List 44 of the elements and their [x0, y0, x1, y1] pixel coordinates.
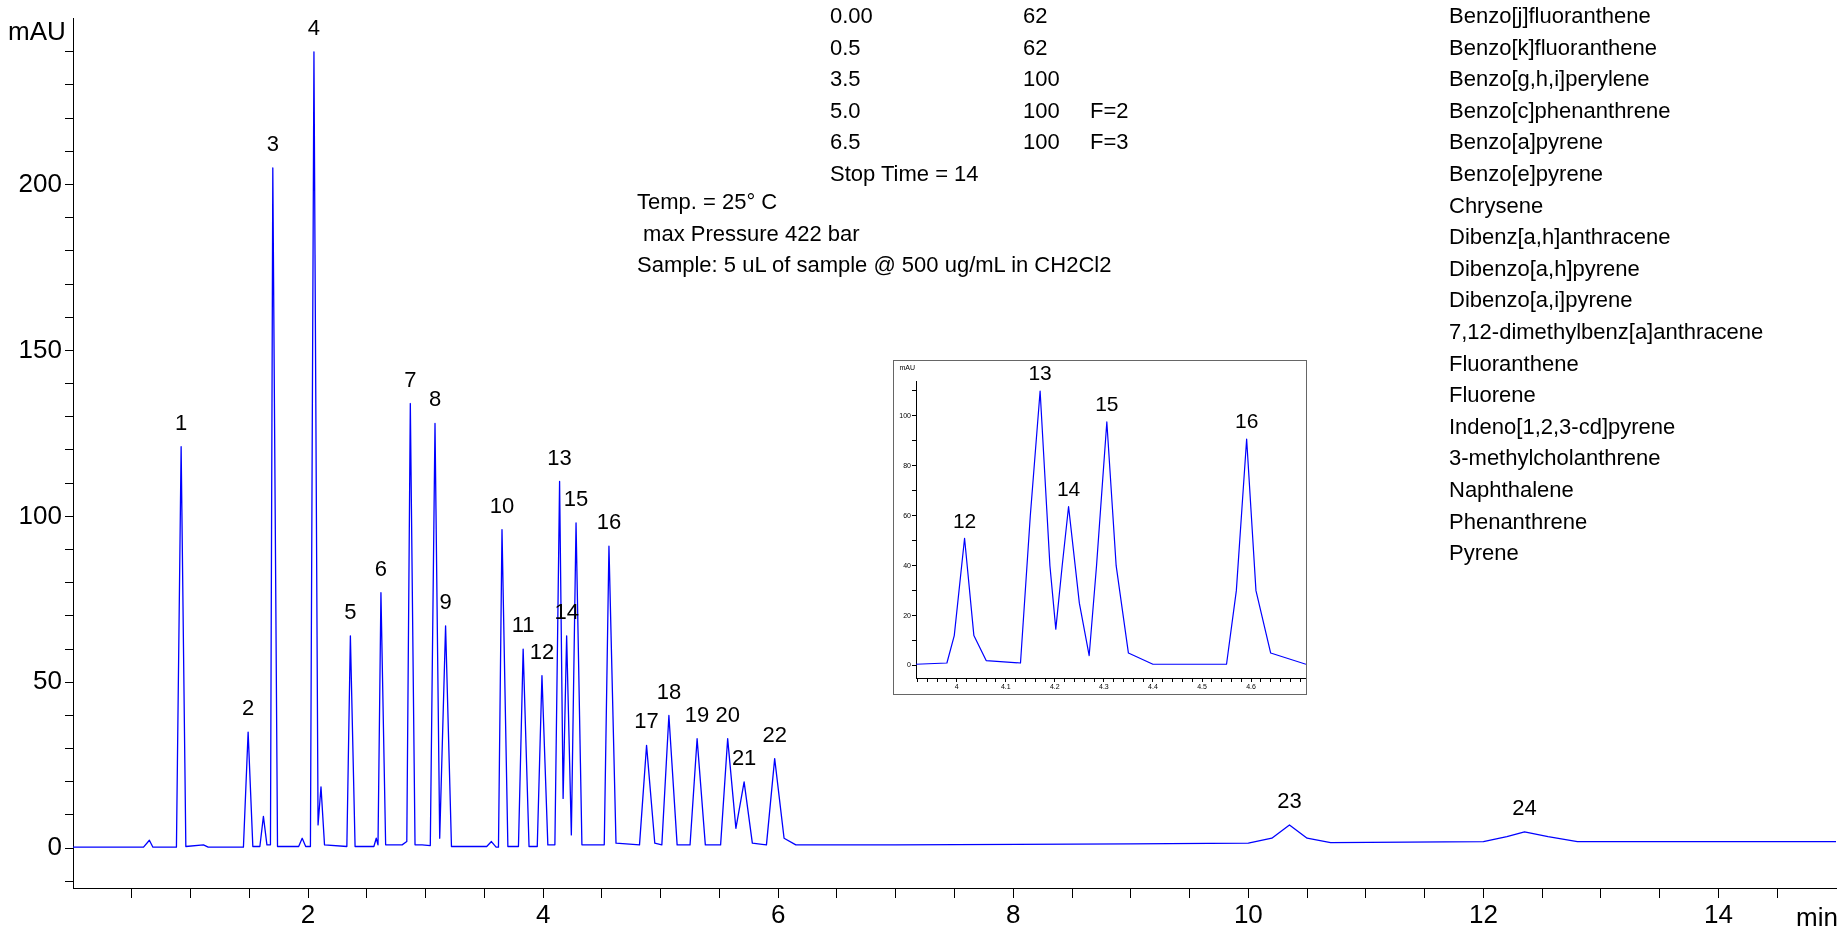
y-tick-label: 0: [47, 831, 62, 862]
annotation: 8: [428, 386, 442, 412]
annotation: 1: [175, 409, 188, 435]
x-tick-label: 10: [1233, 898, 1263, 929]
x-tick-label: 4: [535, 898, 551, 929]
annotation: 7: [404, 366, 417, 392]
annotation: 13: [547, 444, 572, 470]
x-tick-label: 12: [1468, 898, 1498, 929]
annotation: 15: [563, 486, 589, 512]
x-tick-label: 2: [300, 898, 316, 929]
annotation: 16: [1234, 409, 1259, 433]
annotation: 5: [344, 598, 357, 624]
annotation: 21: [731, 744, 757, 770]
y-axis-title: mAU: [8, 16, 66, 47]
x-axis-title: min: [1796, 902, 1838, 933]
annotation: 13: [1028, 361, 1052, 385]
annotation: 3: [266, 130, 279, 156]
y-tick-label: 150: [18, 333, 62, 364]
text: Benzo[j]fluoranthene Benzo[k]fluoranthene Benzo[g,h,i]perylene Benzo[c]phenanthrene Benzo[a]pyrene Benzo[e]pyrene Chrysene Dibenz[a,h]anthracene Dibenzo[a,h]pyrene Dibenzo[a,i]pyrene 7,12-dimethylbenz[a]anthracene Fluoranthene Fluorene Indeno[1,2,3-cd]pyrene 3-methylcholanthrene Naphthalene Phenanthrene Pyrene: [1449, 3, 1764, 566]
annotation: 16: [596, 509, 622, 535]
annotation: 4: [307, 14, 321, 40]
annotation: 24: [1512, 794, 1537, 820]
annotation: 22: [762, 721, 787, 747]
annotation: 12: [952, 508, 977, 532]
annotation: 14: [1056, 476, 1081, 500]
annotation: 17: [634, 708, 659, 734]
annotation: 19: [684, 701, 710, 727]
annotation: 15: [1095, 392, 1119, 416]
y-tick-label: 50: [33, 665, 62, 696]
annotation: 9: [439, 588, 452, 614]
y-tick-label: 200: [18, 167, 62, 198]
y-tick-label: 100: [18, 499, 62, 530]
annotation: Temp. = 25° C max Pressure 422 bar Sample: 5 uL of sample @ 500 ug/mL in CH2Cl2: [637, 188, 1112, 280]
annotation: 18: [656, 678, 682, 704]
annotation: 11: [511, 612, 535, 638]
annotation: 10: [489, 492, 515, 518]
x-tick-label: 14: [1704, 898, 1733, 929]
x-tick-label: 8: [1006, 898, 1021, 929]
x-tick-label: 6: [770, 898, 786, 929]
annotation: 20: [715, 701, 740, 727]
text: 0.00 62 0.5 62 3.5 100 5.0 100 F=2 6.5 100 F=3 Stop Time = 14: [830, 3, 1129, 186]
annotation: 6: [374, 555, 388, 581]
annotation: 12: [529, 638, 555, 664]
annotation: 23: [1277, 788, 1302, 814]
